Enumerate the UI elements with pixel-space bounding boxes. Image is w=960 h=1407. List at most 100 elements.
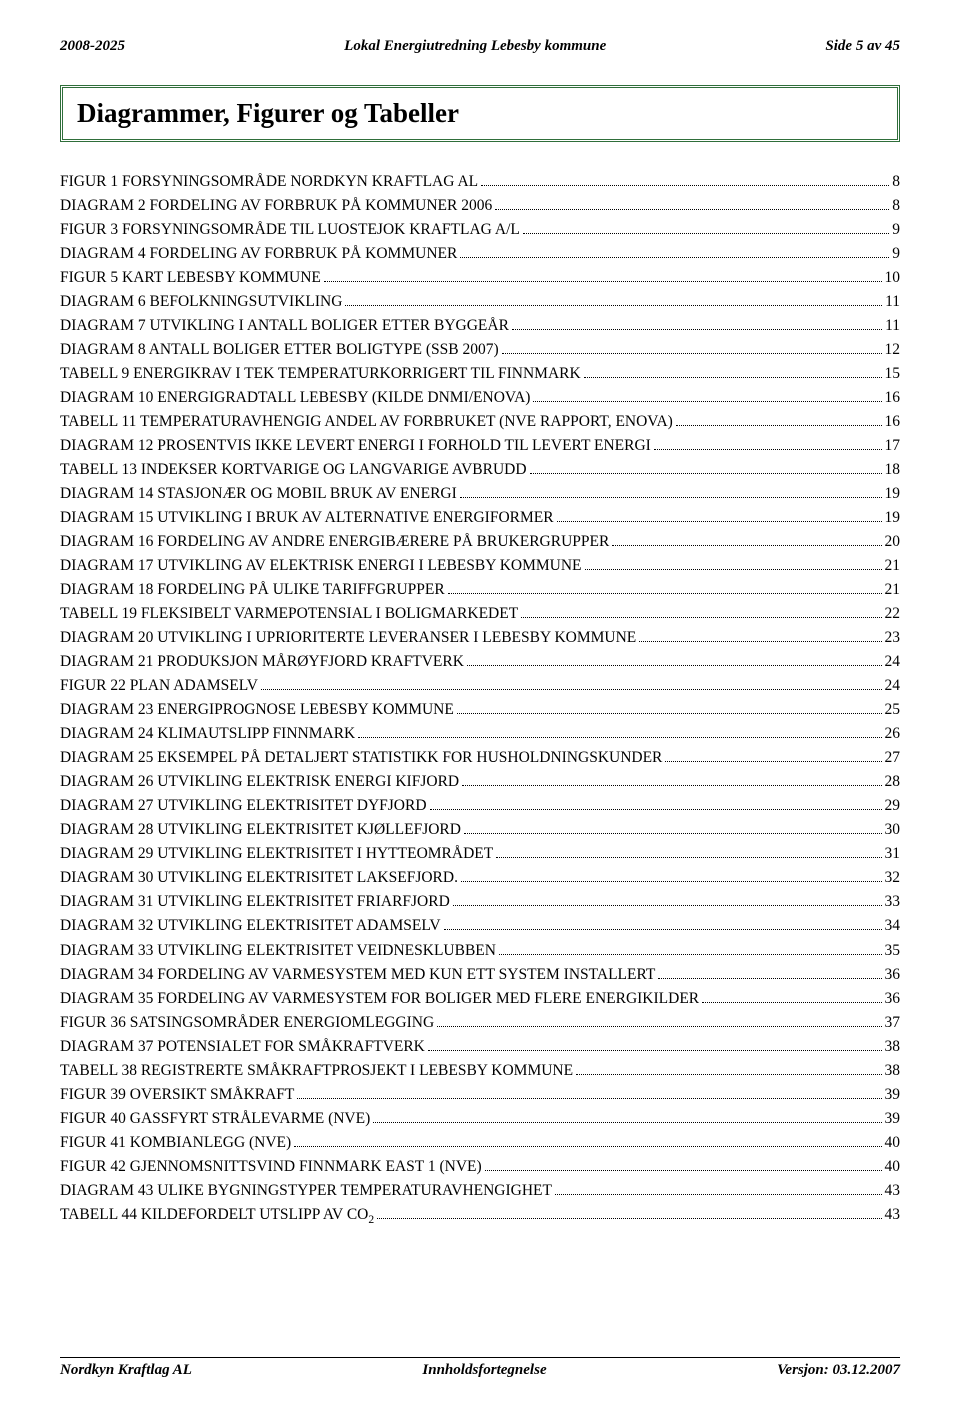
toc-entry-label: DIAGRAM 29 UTVIKLING ELEKTRISITET I HYTT… <box>60 842 493 866</box>
toc-entry-subscript: 2 <box>368 1213 374 1226</box>
toc-entry-label: DIAGRAM 26 UTVIKLING ELEKTRISK ENERGI KI… <box>60 770 459 794</box>
toc-entry: DIAGRAM 35 FORDELING AV VARMESYSTEM FOR … <box>60 987 900 1011</box>
toc-entry: TABELL 38 REGISTRERTE SMÅKRAFTPROSJEKT I… <box>60 1059 900 1083</box>
toc-entry-label: DIAGRAM 30 UTVIKLING ELEKTRISITET LAKSEF… <box>60 866 458 890</box>
toc-entry-page: 8 <box>892 170 900 194</box>
toc-leader-dots <box>676 425 882 426</box>
toc-entry-label: DIAGRAM 12 PROSENTVIS IKKE LEVERT ENERGI… <box>60 434 651 458</box>
toc-entry-label: FIGUR 39 OVERSIKT SMÅKRAFT <box>60 1083 294 1107</box>
toc-entry-page: 38 <box>885 1035 901 1059</box>
section-title: Diagrammer, Figurer og Tabeller <box>77 98 883 129</box>
toc-entry: DIAGRAM 16 FORDELING AV ANDRE ENERGIBÆRE… <box>60 530 900 554</box>
toc-leader-dots <box>557 521 882 522</box>
toc-entry-label: FIGUR 22 PLAN ADAMSELV <box>60 674 258 698</box>
toc-leader-dots <box>444 929 882 930</box>
toc-leader-dots <box>496 857 881 858</box>
toc-entry-label: FIGUR 41 KOMBIANLEGG (NVE) <box>60 1131 291 1155</box>
toc-entry: DIAGRAM 43 ULIKE BYGNINGSTYPER TEMPERATU… <box>60 1179 900 1203</box>
toc-entry: DIAGRAM 30 UTVIKLING ELEKTRISITET LAKSEF… <box>60 866 900 890</box>
toc-leader-dots <box>521 617 881 618</box>
toc-entry: DIAGRAM 15 UTVIKLING I BRUK AV ALTERNATI… <box>60 506 900 530</box>
page-header: 2008-2025 Lokal Energiutredning Lebesby … <box>60 38 900 55</box>
toc-entry: DIAGRAM 37 POTENSIALET FOR SMÅKRAFTVERK3… <box>60 1035 900 1059</box>
toc-entry: DIAGRAM 2 FORDELING AV FORBRUK PÅ KOMMUN… <box>60 194 900 218</box>
toc-entry-label: DIAGRAM 14 STASJONÆR OG MOBIL BRUK AV EN… <box>60 482 457 506</box>
toc-entry-label: FIGUR 1 FORSYNINGSOMRÅDE NORDKYN KRAFTLA… <box>60 170 478 194</box>
toc-entry: DIAGRAM 31 UTVIKLING ELEKTRISITET FRIARF… <box>60 890 900 914</box>
toc-entry-label: FIGUR 5 KART LEBESBY KOMMUNE <box>60 266 321 290</box>
toc-entry-label: TABELL 13 INDEKSER KORTVARIGE OG LANGVAR… <box>60 458 527 482</box>
header-center: Lokal Energiutredning Lebesby kommune <box>344 38 606 55</box>
toc-leader-dots <box>702 1002 881 1003</box>
toc-entry-label: FIGUR 36 SATSINGSOMRÅDER ENERGIOMLEGGING <box>60 1011 434 1035</box>
toc-entry-page: 33 <box>885 890 901 914</box>
toc-entry-page: 35 <box>885 939 901 963</box>
toc-entry-label: DIAGRAM 43 ULIKE BYGNINGSTYPER TEMPERATU… <box>60 1179 552 1203</box>
toc-entry-page: 27 <box>885 746 901 770</box>
toc-entry: FIGUR 5 KART LEBESBY KOMMUNE 10 <box>60 266 900 290</box>
toc-entry: FIGUR 42 GJENNOMSNITTSVIND FINNMARK EAST… <box>60 1155 900 1179</box>
toc-entry-label: FIGUR 42 GJENNOMSNITTSVIND FINNMARK EAST… <box>60 1155 482 1179</box>
toc-leader-dots <box>585 569 882 570</box>
toc-entry-page: 17 <box>885 434 901 458</box>
toc-entry: FIGUR 40 GASSFYRT STRÅLEVARME (NVE)39 <box>60 1107 900 1131</box>
toc-leader-dots <box>612 545 881 546</box>
toc-entry-page: 11 <box>885 290 900 314</box>
toc-entry-label: DIAGRAM 33 UTVIKLING ELEKTRISITET VEIDNE… <box>60 939 496 963</box>
toc-entry-page: 24 <box>885 674 901 698</box>
footer-right: Versjon: 03.12.2007 <box>777 1362 900 1379</box>
toc-entry: DIAGRAM 10 ENERGIGRADTALL LEBESBY (KILDE… <box>60 386 900 410</box>
toc-entry-page: 8 <box>892 194 900 218</box>
toc-leader-dots <box>453 905 882 906</box>
toc-leader-dots <box>373 1122 881 1123</box>
toc-entry: DIAGRAM 6 BEFOLKNINGSUTVIKLING11 <box>60 290 900 314</box>
toc-leader-dots <box>555 1194 882 1195</box>
toc-leader-dots <box>297 1098 881 1099</box>
toc-entry-page: 21 <box>885 578 901 602</box>
toc-entry: FIGUR 22 PLAN ADAMSELV 24 <box>60 674 900 698</box>
toc-entry: FIGUR 1 FORSYNINGSOMRÅDE NORDKYN KRAFTLA… <box>60 170 900 194</box>
toc-entry: FIGUR 3 FORSYNINGSOMRÅDE TIL LUOSTEJOK K… <box>60 218 900 242</box>
toc-entry: TABELL 13 INDEKSER KORTVARIGE OG LANGVAR… <box>60 458 900 482</box>
toc-entry-page: 24 <box>885 650 901 674</box>
toc-entry-page: 18 <box>885 458 901 482</box>
toc-entry-page: 12 <box>885 338 901 362</box>
toc-entry: FIGUR 36 SATSINGSOMRÅDER ENERGIOMLEGGING… <box>60 1011 900 1035</box>
toc-entry: TABELL 44 KILDEFORDELT UTSLIPP AV CO243 <box>60 1203 900 1229</box>
toc-entry-page: 37 <box>885 1011 901 1035</box>
toc-entry-label: FIGUR 40 GASSFYRT STRÅLEVARME (NVE) <box>60 1107 370 1131</box>
toc-leader-dots <box>464 833 882 834</box>
toc-entry-page: 40 <box>885 1131 901 1155</box>
toc-entry: DIAGRAM 27 UTVIKLING ELEKTRISITET DYFJOR… <box>60 794 900 818</box>
toc-leader-dots <box>654 449 882 450</box>
page-footer: Nordkyn Kraftlag AL Innholdsfortegnelse … <box>60 1357 900 1379</box>
toc-entry-label: DIAGRAM 7 UTVIKLING I ANTALL BOLIGER ETT… <box>60 314 509 338</box>
toc-entry: TABELL 9 ENERGIKRAV I TEK TEMPERATURKORR… <box>60 362 900 386</box>
toc-entry-label: DIAGRAM 18 FORDELING PÅ ULIKE TARIFFGRUP… <box>60 578 445 602</box>
toc-entry-page: 21 <box>885 554 901 578</box>
toc-entry-label: TABELL 44 KILDEFORDELT UTSLIPP AV CO2 <box>60 1203 374 1229</box>
toc-entry-label: DIAGRAM 2 FORDELING AV FORBRUK PÅ KOMMUN… <box>60 194 492 218</box>
toc-entry: DIAGRAM 34 FORDELING AV VARMESYSTEM MED … <box>60 963 900 987</box>
toc-entry-label: DIAGRAM 17 UTVIKLING AV ELEKTRISK ENERGI… <box>60 554 582 578</box>
toc-entry-page: 25 <box>885 698 901 722</box>
toc-leader-dots <box>639 641 881 642</box>
toc-entry-label: DIAGRAM 28 UTVIKLING ELEKTRISITET KJØLLE… <box>60 818 461 842</box>
toc-entry-page: 10 <box>885 266 901 290</box>
toc-entry-page: 9 <box>892 242 900 266</box>
toc-entry-label: FIGUR 3 FORSYNINGSOMRÅDE TIL LUOSTEJOK K… <box>60 218 520 242</box>
toc-entry-label: DIAGRAM 27 UTVIKLING ELEKTRISITET DYFJOR… <box>60 794 427 818</box>
toc-entry-page: 9 <box>892 218 900 242</box>
toc-leader-dots <box>530 473 882 474</box>
toc-entry: TABELL 19 FLEKSIBELT VARMEPOTENSIAL I BO… <box>60 602 900 626</box>
toc-entry-page: 40 <box>885 1155 901 1179</box>
toc-leader-dots <box>658 978 881 979</box>
toc-entry-page: 16 <box>885 386 901 410</box>
toc-leader-dots <box>377 1218 881 1219</box>
toc-entry-page: 28 <box>885 770 901 794</box>
toc-leader-dots <box>437 1026 881 1027</box>
toc-entry-label: DIAGRAM 10 ENERGIGRADTALL LEBESBY (KILDE… <box>60 386 530 410</box>
toc-entry-label: TABELL 9 ENERGIKRAV I TEK TEMPERATURKORR… <box>60 362 581 386</box>
toc-entry: DIAGRAM 8 ANTALL BOLIGER ETTER BOLIGTYPE… <box>60 338 900 362</box>
toc-entry-label: DIAGRAM 8 ANTALL BOLIGER ETTER BOLIGTYPE… <box>60 338 499 362</box>
